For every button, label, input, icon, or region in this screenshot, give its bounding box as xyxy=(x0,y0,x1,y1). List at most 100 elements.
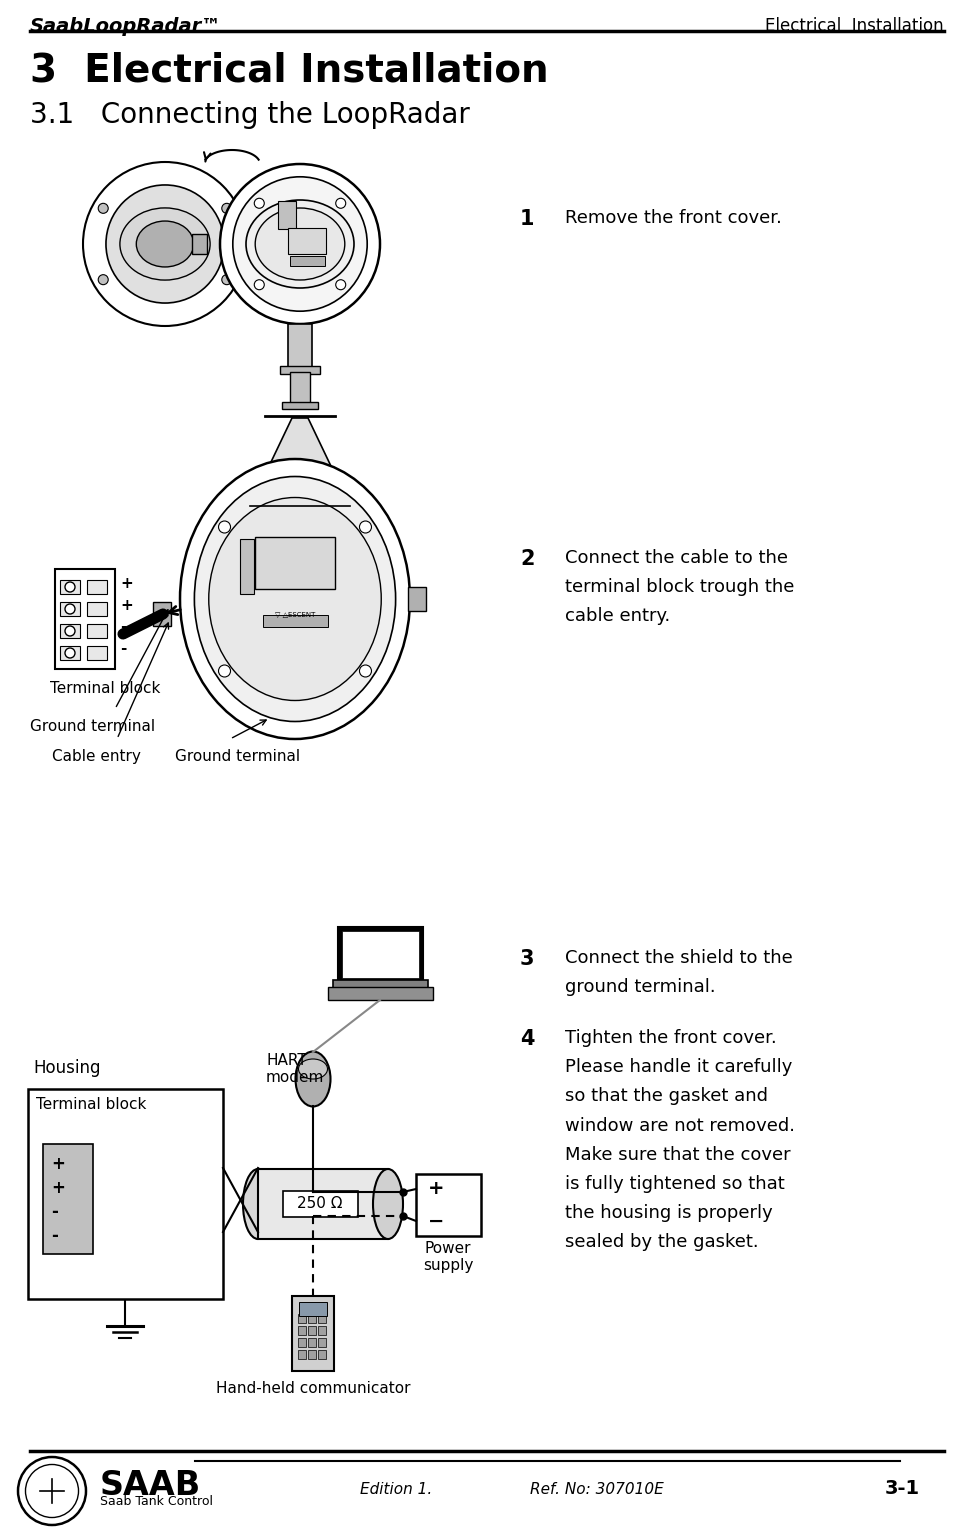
Circle shape xyxy=(65,582,75,593)
Circle shape xyxy=(254,199,264,208)
Bar xyxy=(87,623,107,639)
Bar xyxy=(153,602,171,626)
Text: Tighten the front cover.
Please handle it carefully
so that the gasket and
windo: Tighten the front cover. Please handle i… xyxy=(565,1030,795,1251)
Ellipse shape xyxy=(180,459,410,739)
Bar xyxy=(240,539,254,594)
Bar xyxy=(258,1170,388,1239)
Circle shape xyxy=(222,203,232,214)
Text: HART
modem: HART modem xyxy=(266,1053,324,1085)
Text: +: + xyxy=(120,576,132,591)
Ellipse shape xyxy=(195,477,395,722)
Ellipse shape xyxy=(373,1170,403,1239)
Ellipse shape xyxy=(255,208,345,280)
Text: +: + xyxy=(51,1154,65,1173)
Bar xyxy=(278,202,296,229)
Circle shape xyxy=(336,280,346,289)
Bar xyxy=(43,1143,93,1254)
Text: Electrical  Installation: Electrical Installation xyxy=(766,17,944,35)
Bar xyxy=(288,228,326,254)
Bar xyxy=(298,1337,306,1347)
Text: Housing: Housing xyxy=(33,1059,100,1077)
Text: -: - xyxy=(120,620,127,634)
Text: +: + xyxy=(51,1179,65,1197)
Text: Saab Tank Control: Saab Tank Control xyxy=(100,1494,213,1508)
Bar xyxy=(280,366,320,374)
Circle shape xyxy=(218,522,231,532)
Text: 250 Ω: 250 Ω xyxy=(297,1196,343,1211)
Bar xyxy=(308,1337,316,1347)
Bar xyxy=(28,1090,223,1299)
Polygon shape xyxy=(250,419,350,506)
Text: 2: 2 xyxy=(520,549,535,569)
Text: Cable entry: Cable entry xyxy=(52,749,141,763)
Text: Ground terminal: Ground terminal xyxy=(175,749,300,763)
Bar xyxy=(263,616,328,626)
Circle shape xyxy=(18,1457,86,1525)
Bar xyxy=(318,1327,326,1334)
Bar xyxy=(60,580,80,594)
Bar xyxy=(87,580,107,594)
Circle shape xyxy=(359,522,371,532)
Bar xyxy=(290,255,325,266)
Bar xyxy=(299,1302,327,1316)
Circle shape xyxy=(98,274,108,285)
Circle shape xyxy=(65,603,75,614)
Bar xyxy=(255,537,335,589)
Ellipse shape xyxy=(298,1059,327,1079)
Text: Terminal block: Terminal block xyxy=(50,680,161,696)
Bar xyxy=(318,1337,326,1347)
Bar xyxy=(333,980,428,990)
Bar xyxy=(298,1314,306,1324)
Text: SaabLoopRadar™: SaabLoopRadar™ xyxy=(30,17,222,35)
Bar xyxy=(283,1191,358,1217)
Text: 3-1: 3-1 xyxy=(884,1479,920,1499)
Bar xyxy=(328,986,433,1000)
Ellipse shape xyxy=(295,1051,330,1107)
Bar xyxy=(290,372,310,405)
Circle shape xyxy=(222,274,232,285)
Circle shape xyxy=(65,648,75,659)
Bar xyxy=(298,1327,306,1334)
Circle shape xyxy=(65,626,75,636)
Circle shape xyxy=(359,665,371,677)
Bar xyxy=(318,1350,326,1359)
Circle shape xyxy=(218,665,231,677)
Ellipse shape xyxy=(120,208,210,280)
Bar xyxy=(408,586,426,611)
Text: +: + xyxy=(120,597,132,613)
Ellipse shape xyxy=(243,1170,273,1239)
Text: 1: 1 xyxy=(520,209,535,229)
Bar xyxy=(292,1296,334,1371)
Text: ▽ △ESCENT: ▽ △ESCENT xyxy=(275,611,316,617)
Text: Edition 1.: Edition 1. xyxy=(360,1482,432,1496)
Text: 3  Electrical Installation: 3 Electrical Installation xyxy=(30,51,548,89)
Bar xyxy=(60,623,80,639)
Bar xyxy=(282,402,318,409)
Bar xyxy=(298,1350,306,1359)
Bar xyxy=(318,1314,326,1324)
Circle shape xyxy=(83,162,247,326)
Bar xyxy=(416,1174,481,1236)
Circle shape xyxy=(233,177,367,311)
Text: Connect the shield to the
ground terminal.: Connect the shield to the ground termina… xyxy=(565,950,793,996)
Bar xyxy=(192,234,207,254)
Text: -: - xyxy=(120,642,127,657)
Bar xyxy=(308,1327,316,1334)
Text: -: - xyxy=(51,1227,57,1245)
Bar xyxy=(338,926,423,982)
Bar xyxy=(288,325,312,369)
Circle shape xyxy=(98,203,108,214)
Circle shape xyxy=(106,185,224,303)
Text: Ground terminal: Ground terminal xyxy=(30,719,155,734)
Bar xyxy=(60,602,80,616)
Bar xyxy=(60,646,80,660)
Bar xyxy=(342,931,419,977)
Text: +: + xyxy=(428,1179,444,1199)
Bar xyxy=(87,646,107,660)
Text: 3.1   Connecting the LoopRadar: 3.1 Connecting the LoopRadar xyxy=(30,102,469,129)
Text: Remove the front cover.: Remove the front cover. xyxy=(565,209,782,226)
Text: Ref. No: 307010E: Ref. No: 307010E xyxy=(530,1482,663,1496)
Text: Terminal block: Terminal block xyxy=(36,1097,146,1113)
Text: Power
supply: Power supply xyxy=(423,1240,473,1273)
Text: -: - xyxy=(51,1203,57,1220)
